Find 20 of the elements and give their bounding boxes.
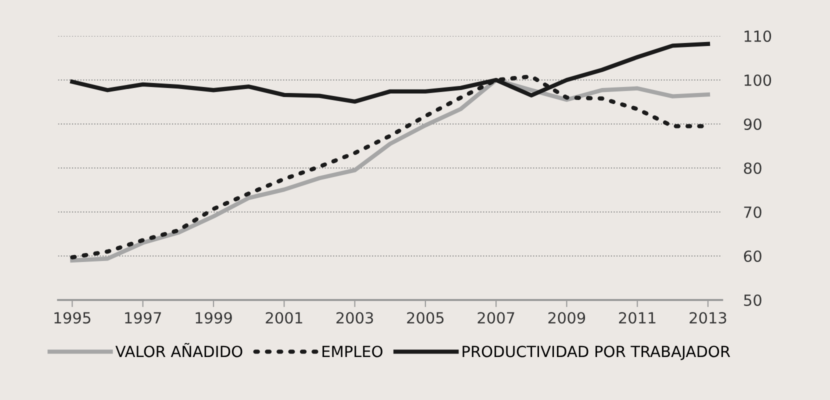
x-tick-label: 2001	[266, 312, 302, 324]
legend-label: PRODUCTIVIDAD POR TRABAJADOR	[462, 346, 730, 360]
y-tick-label: 50	[744, 294, 762, 306]
x-tick-label: 2013	[690, 312, 726, 324]
x-tick-label: 1995	[54, 312, 90, 324]
y-tick-label: 60	[744, 250, 762, 262]
x-tick-label: 2009	[548, 312, 586, 324]
legend-label: EMPLEO	[322, 346, 382, 358]
x-tick-label: 1997	[125, 312, 161, 324]
x-tick-label: 2007	[478, 312, 514, 324]
y-tick-label: 70	[744, 206, 762, 218]
y-tick-label: 80	[744, 162, 762, 174]
x-tick-label: 1999	[196, 312, 232, 324]
y-tick-label: 100	[744, 74, 772, 86]
y-tick-label: 90	[744, 118, 762, 130]
x-tick-label: 2005	[407, 312, 444, 324]
y-tick-label: 110	[744, 30, 772, 42]
legend-label: VALOR AÑADIDO	[115, 343, 242, 358]
x-tick-label: 2003	[336, 312, 373, 324]
x-tick-label: 2011	[619, 312, 656, 324]
